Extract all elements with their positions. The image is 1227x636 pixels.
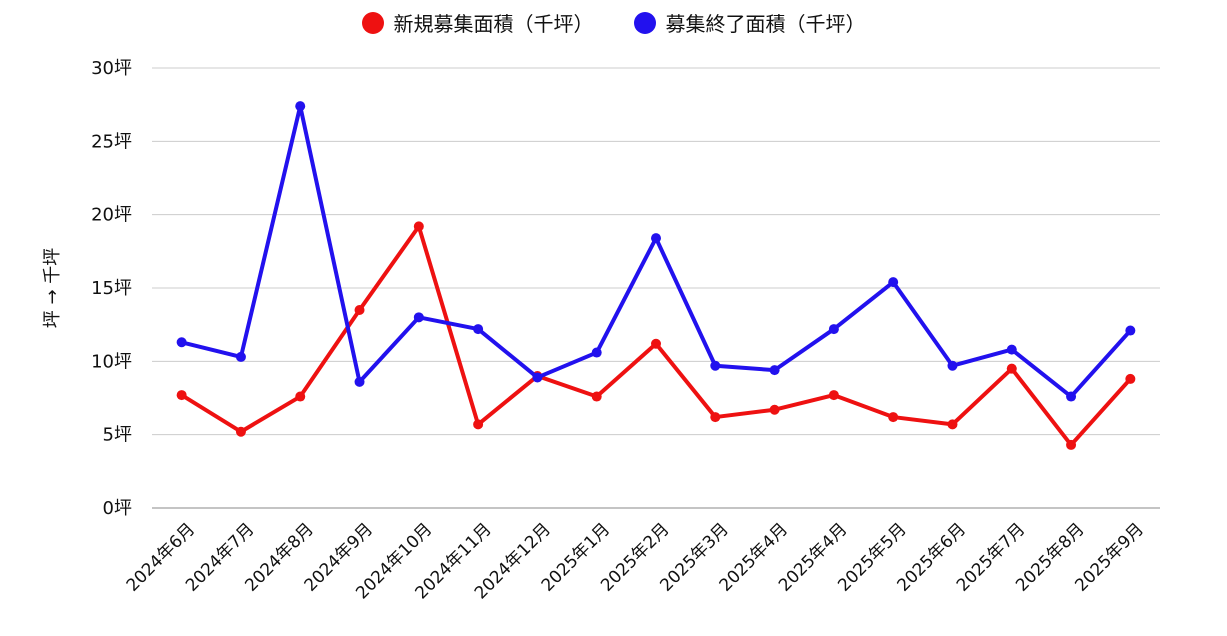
- data-point-1: [769, 365, 780, 376]
- data-point-1: [651, 233, 661, 244]
- y-axis-label: 坪 → 千坪: [42, 248, 63, 329]
- data-point-0: [651, 338, 661, 349]
- data-point-1: [591, 347, 602, 358]
- series-line-1: [179, 104, 1133, 399]
- data-point-0: [769, 404, 780, 415]
- data-point-0: [591, 391, 602, 402]
- data-point-1: [176, 337, 187, 348]
- y-tick-label: 15坪: [91, 278, 132, 299]
- y-tick-label: 30坪: [91, 58, 132, 79]
- legend-marker-ended-area: [633, 11, 656, 34]
- series-line-0: [179, 224, 1133, 447]
- data-point-1: [532, 372, 543, 383]
- data-point-1: [354, 376, 365, 387]
- legend-item-new-area: 新規募集面積（千坪）: [361, 8, 594, 37]
- y-tick-label: 0坪: [103, 498, 132, 519]
- data-point-1: [1006, 344, 1017, 355]
- data-point-0: [1125, 373, 1136, 384]
- data-point-1: [888, 277, 899, 288]
- data-point-0: [1066, 439, 1077, 450]
- data-point-0: [1006, 363, 1017, 374]
- data-point-0: [828, 390, 839, 401]
- data-point-1: [710, 360, 721, 371]
- data-point-0: [888, 412, 899, 423]
- data-point-1: [1125, 325, 1136, 336]
- data-point-0: [235, 426, 246, 437]
- y-tick-label: 10坪: [91, 351, 132, 372]
- data-point-1: [1066, 391, 1077, 402]
- data-point-0: [947, 419, 958, 430]
- data-point-0: [295, 391, 306, 402]
- data-point-1: [947, 360, 958, 371]
- legend-item-ended-area: 募集終了面積（千坪）: [633, 8, 866, 37]
- chart-legend: 新規募集面積（千坪） 募集終了面積（千坪）: [0, 8, 1227, 37]
- data-point-1: [828, 324, 839, 335]
- data-point-0: [473, 419, 484, 430]
- y-tick-label: 5坪: [103, 425, 132, 446]
- legend-label-new-area: 新規募集面積（千坪）: [393, 12, 594, 36]
- data-point-0: [354, 305, 365, 315]
- data-point-1: [413, 312, 424, 323]
- data-point-0: [710, 412, 721, 423]
- legend-label-ended-area: 募集終了面積（千坪）: [665, 12, 866, 36]
- y-tick-label: 25坪: [91, 131, 132, 152]
- legend-marker-new-area: [361, 11, 384, 34]
- data-point-0: [176, 390, 187, 401]
- y-tick-label: 20坪: [91, 205, 132, 226]
- data-point-1: [473, 324, 484, 335]
- data-point-1: [235, 351, 246, 362]
- data-point-0: [413, 221, 424, 232]
- data-point-1: [295, 101, 306, 112]
